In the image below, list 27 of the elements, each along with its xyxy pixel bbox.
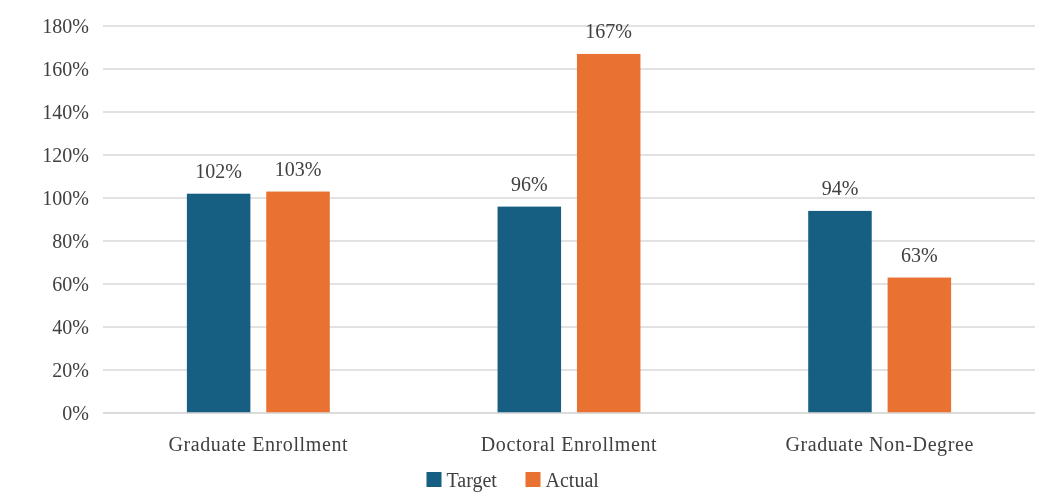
- bar: [808, 210, 872, 413]
- bar: [186, 193, 251, 413]
- y-tick-label: 140%: [42, 101, 89, 123]
- y-tick-label: 40%: [52, 316, 89, 338]
- y-tick-label: 60%: [52, 273, 89, 295]
- bar: [266, 191, 330, 413]
- legend-label: Actual: [545, 469, 600, 491]
- bar: [576, 53, 641, 413]
- y-tick-label: 120%: [42, 144, 89, 166]
- x-tick-label: Graduate Non-Degree: [785, 433, 974, 456]
- data-label: 102%: [195, 159, 242, 182]
- y-tick-label: 180%: [42, 15, 89, 37]
- bar: [497, 206, 562, 413]
- y-tick-label: 100%: [42, 187, 89, 209]
- data-label: 94%: [821, 176, 859, 199]
- data-label: 96%: [510, 172, 548, 195]
- y-tick-label: 80%: [52, 230, 89, 252]
- data-label: 103%: [274, 157, 322, 180]
- y-tick-label: 160%: [42, 58, 89, 80]
- data-label: 63%: [901, 243, 938, 266]
- bar: [887, 277, 952, 413]
- x-tick-label: Graduate Enrollment: [168, 433, 349, 455]
- y-tick-label: 20%: [52, 359, 89, 381]
- y-tick-label: 0%: [62, 402, 89, 424]
- x-tick-label: Doctoral Enrollment: [480, 433, 658, 455]
- data-label: 167%: [585, 19, 633, 42]
- legend-label: Target: [446, 469, 498, 492]
